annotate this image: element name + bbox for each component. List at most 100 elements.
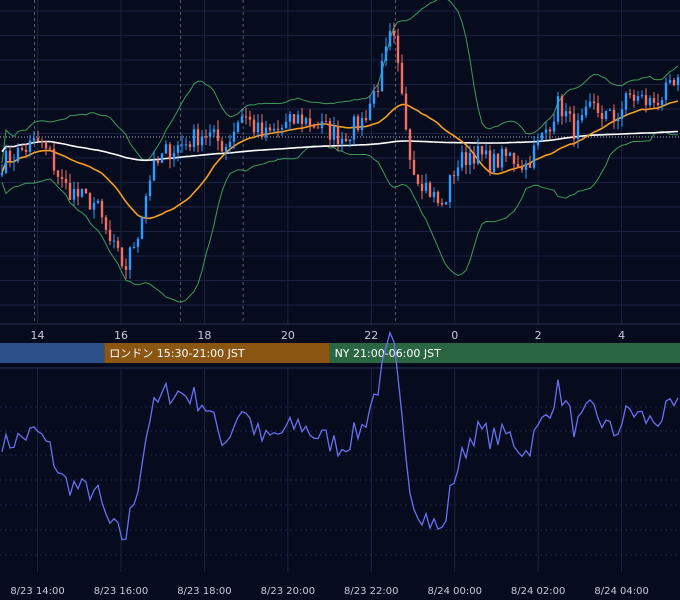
candle-body [244, 116, 248, 118]
candle-body [404, 93, 408, 130]
candle-body [588, 101, 592, 107]
candle-body [256, 122, 260, 133]
candle-body [184, 144, 188, 146]
candle-body [52, 149, 56, 171]
candle-body [332, 126, 336, 140]
candle-body [224, 147, 228, 152]
candle-body [468, 152, 472, 165]
oscillator-x-tick-label: 8/23 14:00 [10, 586, 64, 597]
candle-body [312, 125, 316, 128]
oscillator-x-tick-label: 8/23 22:00 [344, 586, 398, 597]
price-panel[interactable] [0, 0, 680, 324]
candle-body [664, 82, 668, 100]
candle-body [432, 191, 436, 198]
candle-body [124, 266, 128, 270]
candle-body [16, 147, 20, 162]
oscillator-x-tick-label: 8/24 00:00 [427, 586, 481, 597]
candle-body [524, 163, 528, 170]
candle-body [412, 159, 416, 175]
candle-body [152, 160, 156, 181]
candle-body [416, 174, 420, 184]
candle-body [112, 240, 116, 242]
candle-body [232, 131, 236, 142]
candle-body [176, 145, 180, 153]
candle-body [220, 141, 224, 152]
candle-body [280, 127, 284, 130]
candle-body [456, 167, 460, 177]
candle-body [652, 98, 656, 103]
candle-body [296, 114, 300, 124]
session-bar: ロンドン 15:30-21:00 JST NY 21:00-06:00 JST [0, 343, 680, 363]
candle-body [388, 31, 392, 47]
candle-body [252, 119, 256, 133]
candle-body [464, 152, 468, 165]
candle-body [368, 103, 372, 121]
candle-body [492, 153, 496, 173]
candle-body [584, 106, 588, 116]
candle-body [380, 61, 384, 91]
moving-average-orange-line [1, 100, 679, 220]
candle-body [352, 116, 356, 140]
candle-body [608, 109, 612, 111]
candle-body [32, 138, 36, 141]
candle-body [44, 142, 48, 149]
candle-body [632, 94, 636, 101]
candle-body [540, 132, 544, 140]
oscillator-panel[interactable] [0, 330, 680, 572]
candle-body [440, 203, 444, 205]
candle-body [508, 152, 512, 156]
candle-body [196, 129, 200, 146]
candle-body [460, 152, 464, 168]
candle-body [200, 136, 204, 146]
price-x-tick-label: 18 [197, 329, 211, 342]
candle-body [340, 138, 344, 145]
candle-body [640, 95, 644, 97]
candle-body [248, 116, 252, 120]
candle-body [12, 161, 16, 163]
oscillator-x-tick-label: 8/23 20:00 [261, 586, 315, 597]
candle-body [92, 202, 96, 210]
session-band [329, 343, 680, 363]
candle-body [516, 163, 520, 168]
candle-body [480, 146, 484, 155]
candle-body [384, 46, 388, 61]
candle-body [576, 120, 580, 139]
oscillator-x-tick-label: 8/23 18:00 [177, 586, 231, 597]
candle-body [104, 217, 108, 230]
candle-body [400, 62, 404, 94]
candle-body [316, 127, 320, 129]
candle-body [108, 229, 112, 241]
candle-body [148, 180, 152, 196]
candle-body [128, 247, 132, 270]
candle-body [656, 102, 660, 105]
candle-body [348, 139, 352, 142]
candle-body [580, 115, 584, 121]
candle-body [192, 129, 196, 147]
candle-body [72, 189, 76, 200]
candle-body [168, 144, 172, 160]
candle-body [452, 175, 456, 177]
candle-body [392, 31, 396, 36]
session-label: NY 21:00-06:00 JST [335, 347, 442, 360]
candle-body [20, 147, 24, 150]
candle-body [204, 136, 208, 138]
candle-body [328, 121, 332, 140]
candle-body [600, 113, 604, 119]
candle-body [592, 101, 596, 104]
oscillator-x-tick-label: 8/23 16:00 [94, 586, 148, 597]
candle-body [304, 118, 308, 124]
price-x-tick-label: 16 [114, 329, 128, 342]
candle-body [120, 247, 124, 267]
candle-body [476, 146, 480, 164]
candle-body [160, 153, 164, 163]
candle-body [444, 202, 448, 205]
candle-body [40, 141, 44, 143]
candle-body [136, 238, 140, 247]
candle-body [616, 118, 620, 122]
candle-body [472, 152, 476, 164]
candle-body [396, 35, 400, 63]
oscillator-x-tick-label: 8/24 04:00 [594, 586, 648, 597]
candle-body [60, 177, 64, 179]
